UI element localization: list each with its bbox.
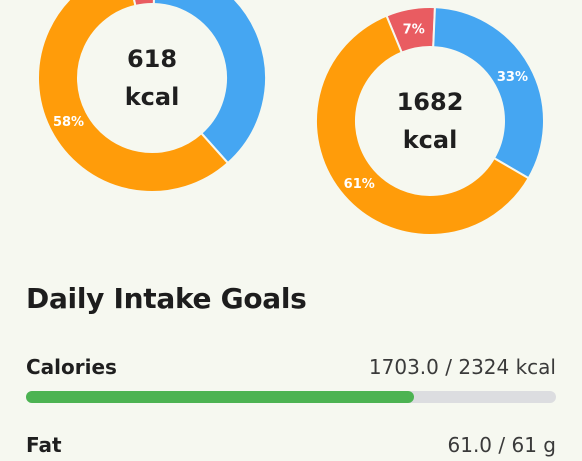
donut-center-label: 618 kcal (92, 40, 212, 116)
goal-label-calories: Calories (26, 355, 117, 379)
center-value: 618 (126, 45, 178, 73)
center-unit: kcal (124, 83, 180, 111)
goal-value-fat: 61.0 / 61 g (447, 433, 557, 457)
center-unit: kcal (402, 126, 458, 154)
center-value: 1682 (396, 88, 464, 116)
goal-value-calories: 1703.0 / 2324 kcal (368, 355, 556, 379)
donut-chart-meal: 4%58% 618 kcal (37, 0, 267, 193)
calories-progress-fill (26, 391, 415, 403)
section-title: Daily Intake Goals (26, 282, 307, 315)
donut-segment-protein (432, 6, 545, 180)
donut-segment-carbs (315, 14, 530, 236)
calories-progress-track (26, 391, 556, 403)
donut-segment-label-carbs: 61% (344, 177, 375, 192)
donut-segment-label-carbs: 58% (53, 115, 84, 130)
donut-segment-label-fat: 7% (403, 22, 425, 37)
donut-segment-protein (152, 0, 267, 165)
donut-chart-daily: 7% 33% 61% 1682 kcal (315, 6, 545, 236)
goal-label-fat: Fat (26, 433, 62, 457)
donut-chart-meal-svg: 4%58% (37, 0, 267, 193)
donut-segment-label-protein: 33% (497, 70, 528, 85)
donut-chart-daily-svg: 7% 33% 61% (315, 6, 545, 236)
donut-segment-carbs (37, 0, 230, 193)
donut-center-label: 1682 kcal (370, 83, 490, 159)
